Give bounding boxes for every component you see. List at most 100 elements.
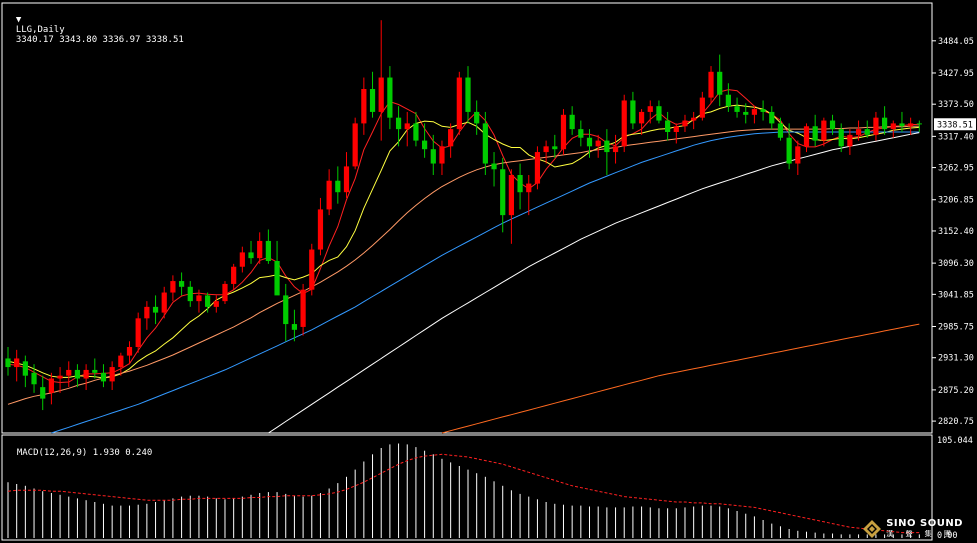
brand-name: SINO SOUND	[886, 518, 963, 529]
candle	[239, 246, 245, 273]
candle	[604, 129, 610, 175]
candle	[682, 114, 688, 132]
candle	[821, 117, 827, 147]
candle-body	[604, 140, 610, 153]
candle	[361, 77, 367, 135]
candle	[118, 352, 124, 376]
candle-body	[231, 266, 237, 284]
candle-body	[708, 71, 714, 98]
candle	[92, 358, 98, 379]
price-axis: 3484.05 3427.95 3373.50 3317.40 3262.95 3206.…	[932, 37, 974, 427]
candle-body	[517, 175, 523, 193]
candle	[803, 123, 810, 153]
candle	[482, 111, 488, 175]
candle	[786, 123, 792, 170]
candle	[491, 152, 497, 187]
candle	[751, 106, 758, 124]
candlestick-series	[5, 20, 922, 411]
price-tick-label: 3206.85	[938, 196, 974, 206]
candle	[395, 106, 402, 147]
candle	[456, 71, 462, 135]
candle-body	[586, 137, 593, 147]
candle-body	[265, 240, 271, 261]
candle	[404, 111, 410, 147]
diamond-logo-icon	[863, 519, 882, 538]
price-tick-label: 2931.30	[938, 354, 974, 364]
candle-body	[552, 146, 558, 150]
candle	[48, 372, 54, 405]
candle	[526, 175, 532, 216]
candle	[743, 103, 749, 124]
candle-body	[673, 126, 679, 132]
candle	[717, 54, 723, 107]
price-tick-label: 3152.40	[938, 227, 974, 237]
candle	[178, 272, 185, 296]
candle	[638, 109, 645, 135]
macd-label: MACD(12,26,9) 1.930 0.240	[16, 448, 153, 458]
candle-body	[725, 94, 731, 107]
candle-body	[248, 252, 254, 259]
candle	[760, 100, 766, 121]
candle	[317, 197, 324, 256]
candle-body	[899, 123, 905, 127]
candle-body	[795, 146, 801, 164]
candle-body	[482, 123, 488, 164]
candle-body	[170, 281, 176, 293]
candle-body	[578, 129, 584, 138]
candle	[309, 243, 315, 296]
candle-body	[83, 369, 89, 379]
price-tick-label: 3427.95	[938, 69, 974, 79]
candle	[908, 117, 914, 135]
candle	[300, 283, 306, 336]
candle-body	[5, 358, 11, 368]
ma-line-ma10	[7, 104, 920, 379]
candle	[508, 169, 514, 244]
candle	[630, 91, 636, 130]
candle-body	[144, 306, 150, 319]
candle	[612, 134, 619, 164]
candle-body	[534, 152, 541, 184]
price-tick-label: 2875.20	[938, 386, 974, 396]
candle	[838, 123, 844, 153]
candle	[855, 120, 862, 141]
candle	[265, 229, 271, 264]
chart-header: ▼ LLG,Daily 3340.17 3343.80 3336.97 3338…	[5, 5, 184, 45]
candle-body	[309, 249, 315, 290]
candle-body	[560, 114, 567, 150]
candle-body	[743, 111, 749, 115]
candle	[274, 240, 280, 296]
candle	[665, 111, 671, 141]
candle-body	[474, 111, 480, 124]
candle	[74, 364, 81, 388]
candle	[916, 120, 922, 132]
candle	[369, 71, 376, 118]
candle-body	[361, 89, 367, 124]
candle	[777, 117, 784, 141]
candle	[552, 134, 558, 158]
macd-panel-border	[1, 434, 933, 541]
price-tick-label: 2985.75	[938, 323, 974, 333]
candle-body	[760, 109, 766, 112]
candle	[222, 281, 228, 304]
candle-body	[916, 123, 922, 125]
candle	[621, 94, 627, 153]
last-price-tag-label: 3338.51	[937, 120, 973, 130]
candle-body	[126, 347, 133, 356]
macd-histogram	[7, 443, 920, 538]
candle	[500, 157, 506, 233]
candle-body	[343, 166, 350, 193]
candle-body	[291, 324, 298, 330]
candle-body	[92, 369, 98, 373]
candle-body	[612, 146, 619, 153]
candle	[586, 129, 593, 158]
candle	[873, 111, 879, 141]
candle-body	[196, 295, 202, 302]
candle-body	[378, 77, 384, 112]
candle-body	[213, 301, 219, 307]
candle	[170, 275, 176, 302]
candle	[569, 106, 575, 135]
last-price-tag: 3338.51	[934, 118, 976, 131]
collapse-triangle-icon[interactable]: ▼	[15, 15, 22, 25]
brand-chinese: 漢 聲 集 團	[886, 530, 956, 538]
candle-body	[152, 306, 159, 313]
